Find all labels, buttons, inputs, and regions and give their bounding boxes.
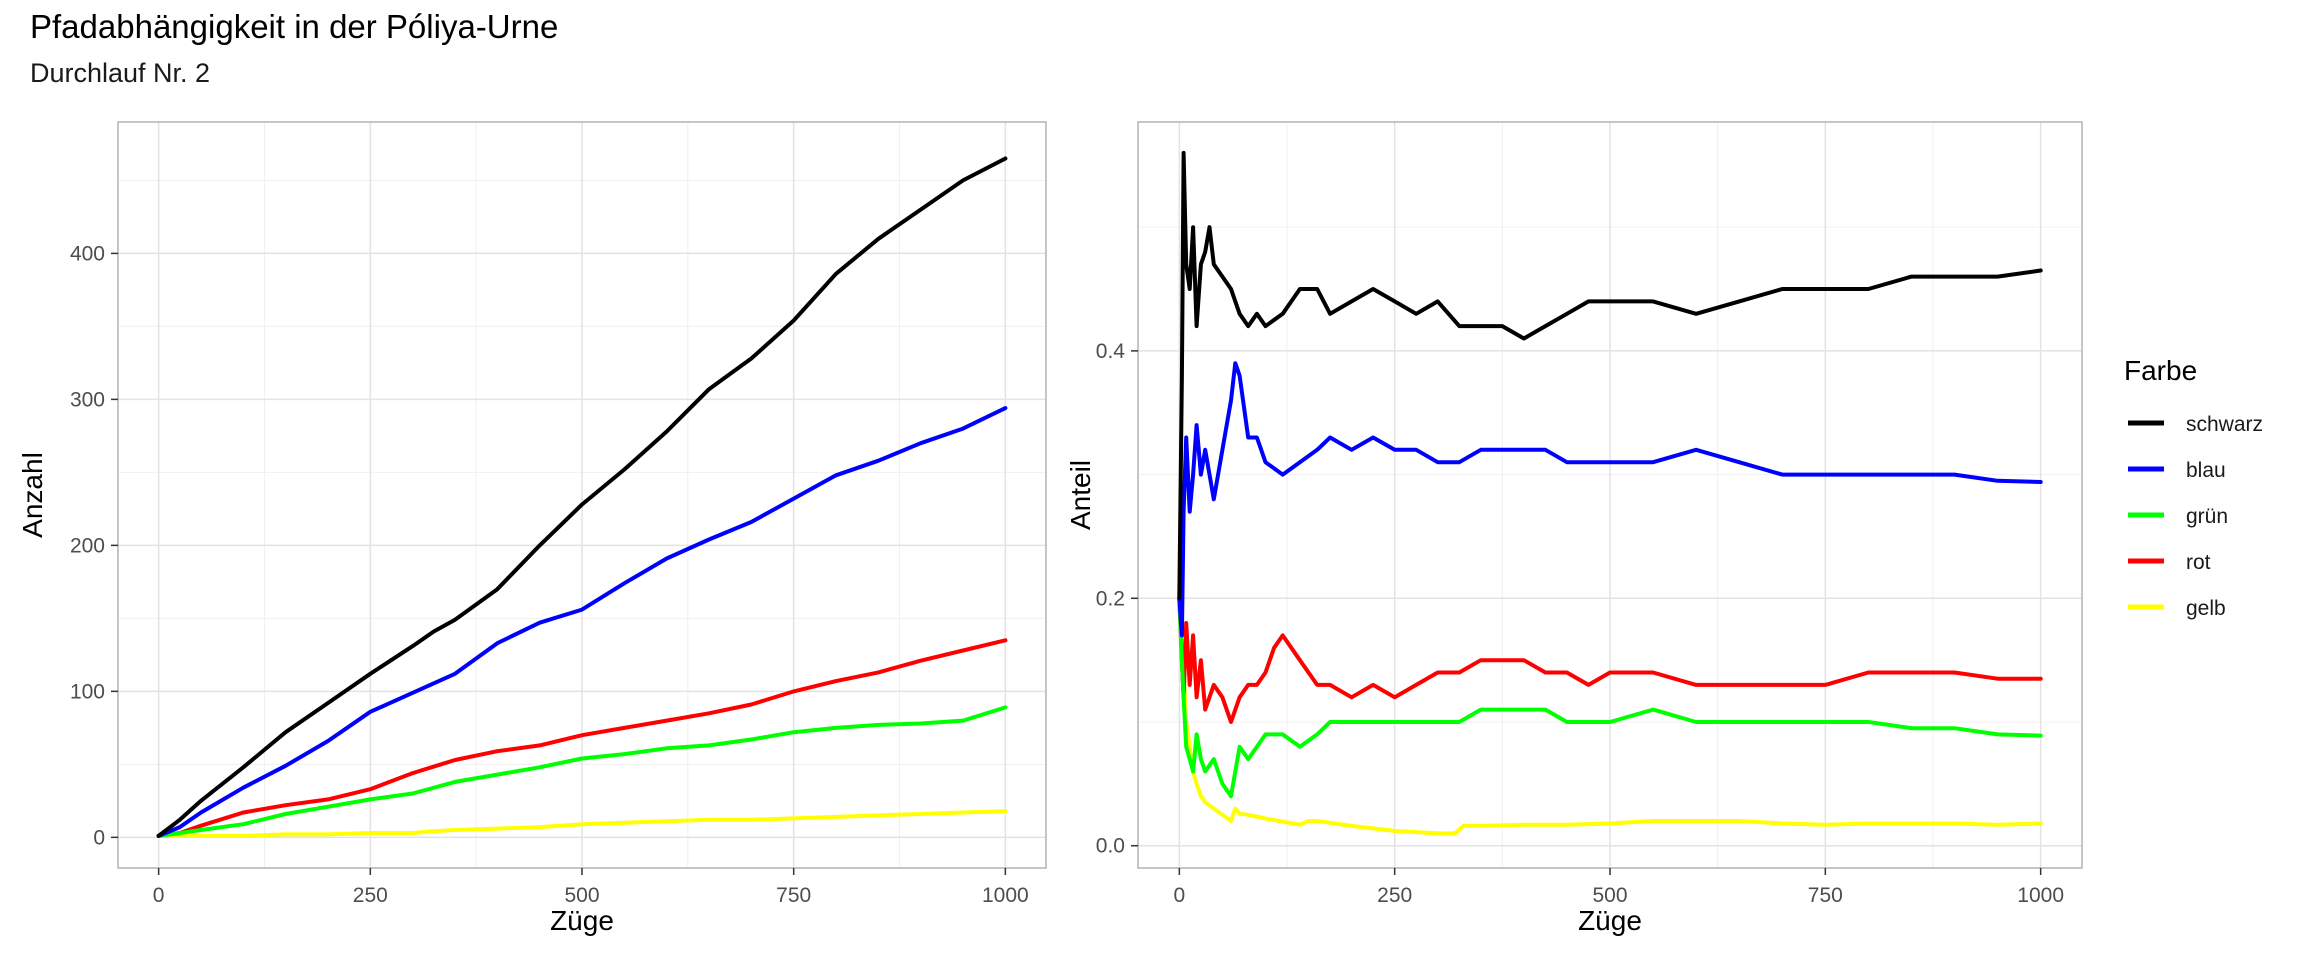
- chart-subtitle: Durchlauf Nr. 2: [30, 58, 211, 88]
- x-tick-label: 1000: [982, 884, 1029, 907]
- y-tick-label: 200: [70, 534, 105, 557]
- series-line-schwarz: [1177, 150, 2043, 601]
- y-tick-label: 0.2: [1096, 587, 1125, 610]
- x-tick-label: 500: [564, 884, 599, 907]
- y-tick-label: 300: [70, 388, 105, 411]
- x-tick-label: 0: [1173, 884, 1185, 907]
- chart-panel-2: 0 250 500 750 1000 0.0 0.2 0.4 Züge Anteil: [1065, 121, 2083, 936]
- x-tick-label: 750: [776, 884, 811, 907]
- x-tick-label: 250: [1377, 884, 1412, 907]
- series-line-gelb: [1177, 596, 2043, 836]
- series-line-rot: [1177, 596, 2043, 724]
- x-tick-label: 750: [1808, 884, 1843, 907]
- x-tick-label: 1000: [2017, 884, 2064, 907]
- chart-title: Pfadabhängigkeit in der Póliya-Urne: [30, 8, 559, 45]
- y-axis-title: Anteil: [1065, 460, 1096, 530]
- chart-panel-1: 0 250 500 750 1000 0 100 200 300 400 Züge Anzahl: [17, 121, 1047, 936]
- legend-label: blau: [2186, 459, 2226, 482]
- series-line-rot: [156, 638, 1008, 838]
- series-line-grün: [156, 705, 1008, 838]
- series-line-gelb: [156, 809, 1008, 838]
- y-axis-title: Anzahl: [17, 452, 48, 538]
- y-tick-label: 0.0: [1096, 835, 1125, 858]
- x-tick-label: 0: [153, 884, 165, 907]
- legend-label: grün: [2186, 505, 2228, 528]
- x-axis-title: Züge: [1578, 905, 1642, 936]
- series-line-grün: [1177, 596, 2043, 799]
- series-line-schwarz: [156, 156, 1008, 838]
- x-tick-label: 250: [353, 884, 388, 907]
- y-tick-label: 0: [93, 826, 105, 849]
- y-tick-label: 0.4: [1096, 340, 1126, 363]
- x-axis-title: Züge: [550, 905, 614, 936]
- legend: Farbe schwarz blau grün rot gelb: [2124, 355, 2263, 620]
- y-tick-label: 400: [70, 242, 105, 265]
- series-line-blau: [1177, 361, 2043, 638]
- x-tick-label: 500: [1592, 884, 1627, 907]
- legend-label: rot: [2186, 551, 2211, 574]
- y-tick-label: 100: [70, 680, 105, 703]
- legend-label: schwarz: [2186, 413, 2263, 436]
- legend-title: Farbe: [2124, 355, 2197, 386]
- legend-label: gelb: [2186, 597, 2226, 620]
- series-line-blau: [156, 406, 1008, 838]
